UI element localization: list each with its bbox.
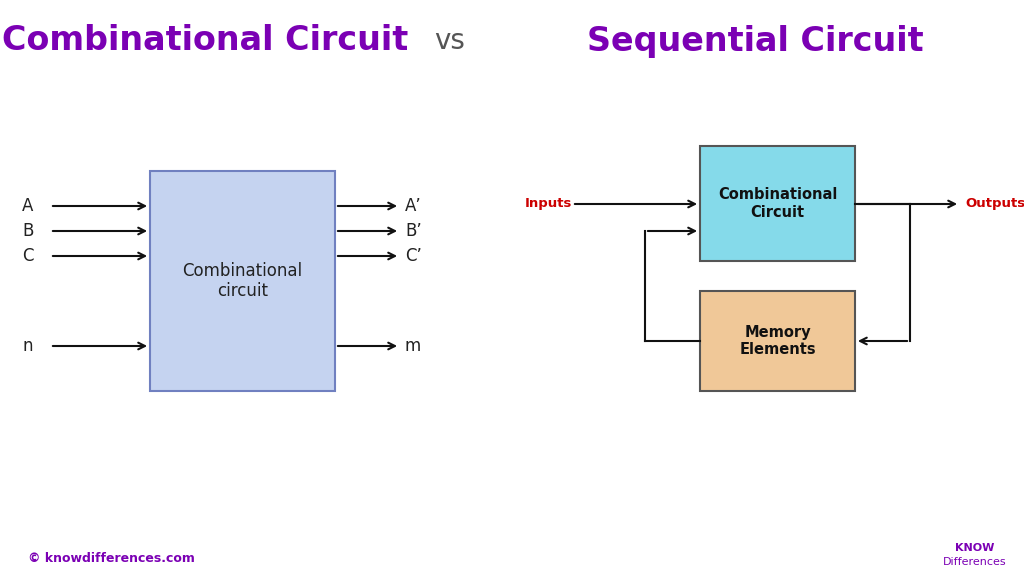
Text: Differences: Differences	[943, 557, 1007, 567]
Text: A’: A’	[406, 197, 422, 215]
Text: Inputs: Inputs	[525, 198, 572, 210]
Text: KNOW: KNOW	[955, 543, 994, 553]
Bar	[700, 146, 855, 261]
Text: © knowdifferences.com: © knowdifferences.com	[28, 551, 195, 564]
Text: Outputs: Outputs	[965, 198, 1024, 210]
Text: Memory
Elements: Memory Elements	[739, 325, 816, 357]
Text: B: B	[22, 222, 34, 240]
Text: C: C	[22, 247, 34, 265]
Text: Sequential Circuit: Sequential Circuit	[587, 25, 924, 58]
Bar	[700, 291, 855, 391]
Text: n: n	[22, 337, 33, 355]
Text: Combinational Circuit: Combinational Circuit	[2, 25, 409, 58]
FancyBboxPatch shape	[150, 171, 335, 391]
Text: Combinational
Circuit: Combinational Circuit	[718, 187, 838, 219]
Text: Combinational
circuit: Combinational circuit	[182, 262, 302, 301]
Text: vs: vs	[434, 27, 466, 55]
Text: C’: C’	[406, 247, 422, 265]
Text: A: A	[22, 197, 34, 215]
Text: m: m	[406, 337, 421, 355]
Text: B’: B’	[406, 222, 422, 240]
